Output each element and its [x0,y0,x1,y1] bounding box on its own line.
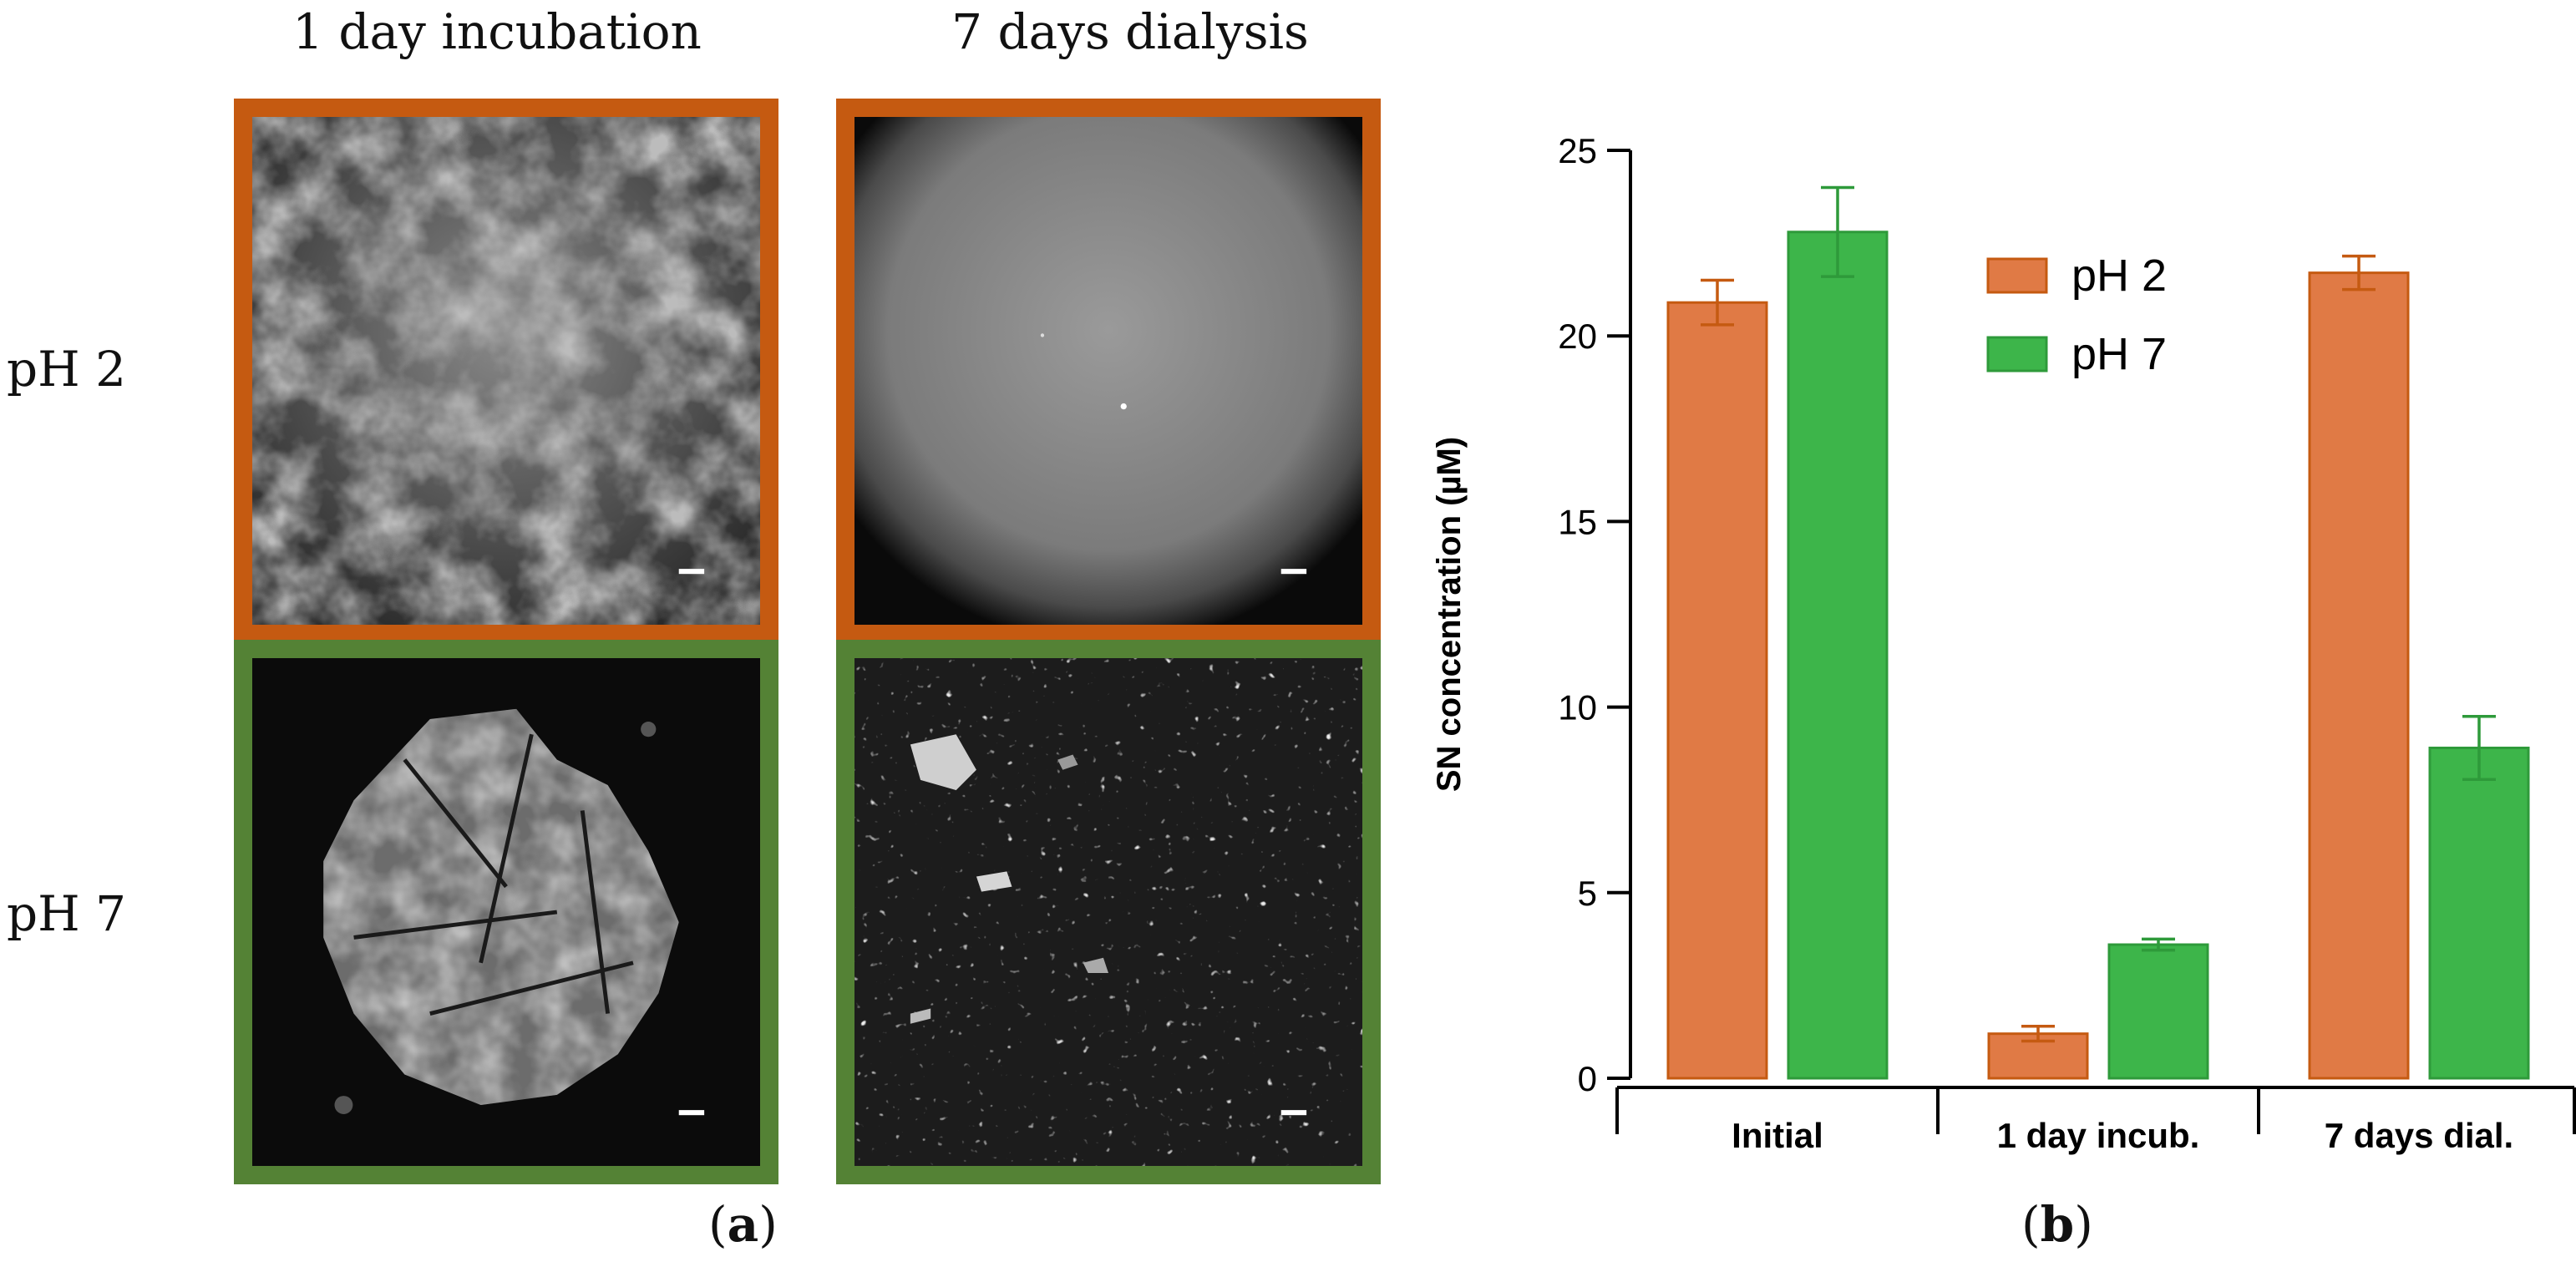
legend-swatch [1986,336,2048,372]
bar [2428,746,2530,1080]
legend-swatch [1986,257,2048,294]
panel-label-b: (b) [2021,1196,2093,1253]
scale-bar-icon [1280,1110,1307,1116]
scale-bar-icon [1280,569,1307,575]
bar-chart: 0 5 10 15 20 25 SN concentration (µM) Initial 1 … [1431,131,2576,1155]
bar [1987,1032,2089,1080]
scale-bar-icon [678,569,705,575]
y-tick-label: 15 [1558,502,1597,541]
row-header-ph-7: pH 7 [7,885,127,942]
micrograph-ph2-1-day-incubation [234,99,778,643]
bar [1787,231,1889,1080]
y-tick-label: 5 [1578,874,1597,913]
micrograph-ph2-7-days-dialysis [836,99,1381,643]
x-tick-label: 7 days dial. [2325,1116,2513,1155]
scale-bar-icon [678,1110,705,1116]
y-tick-label: 20 [1558,317,1597,356]
column-header-7-days-dialysis: 7 days dialysis [951,3,1309,60]
column-header-1-day-incubation: 1 day incubation [292,3,702,60]
legend-label: pH 7 [2071,329,2167,379]
bar [2107,943,2209,1080]
legend-label: pH 2 [2071,251,2167,301]
x-tick-label: 1 day incub. [1997,1116,2200,1155]
micrograph-ph7-7-days-dialysis [836,640,1381,1184]
y-tick-label: 10 [1558,688,1597,727]
y-axis-label: SN concentration (µM) [1431,437,1468,792]
y-tick-label: 0 [1578,1059,1597,1098]
row-header-ph-2: pH 2 [7,341,127,398]
bar [1666,301,1768,1080]
y-tick-label: 25 [1558,131,1597,170]
bar [2308,271,2410,1080]
panel-label-a: (a) [708,1196,778,1253]
x-tick-label: Initial [1732,1116,1823,1155]
micrograph-ph7-1-day-incubation [234,640,778,1184]
